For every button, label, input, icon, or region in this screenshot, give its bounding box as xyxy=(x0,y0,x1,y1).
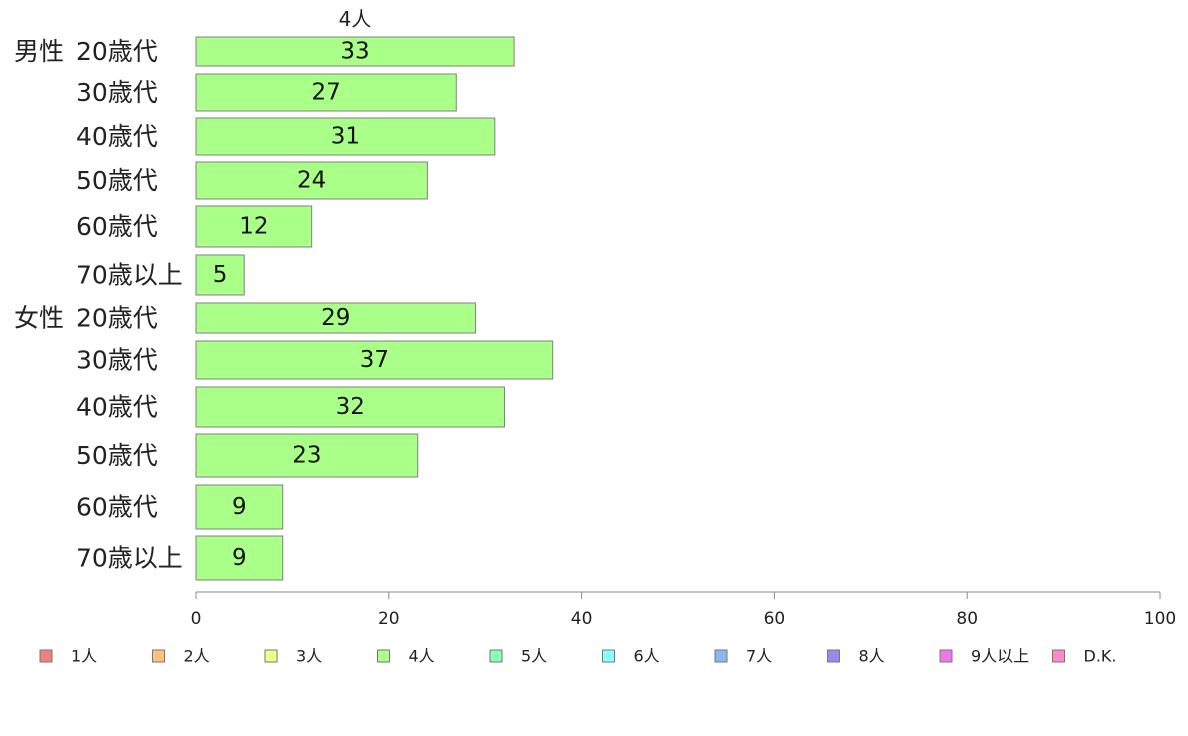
legend-label: 1人 xyxy=(71,647,97,666)
legend-label: D.K. xyxy=(1084,647,1117,666)
x-tick-label: 20 xyxy=(378,609,400,629)
category-label: 40歳代 xyxy=(76,122,158,151)
legend-label: 9人以上 xyxy=(971,647,1029,666)
bar-value-label: 9 xyxy=(232,545,247,571)
category-label: 30歳代 xyxy=(76,78,158,107)
legend-swatch xyxy=(377,649,390,663)
legend-swatch xyxy=(39,649,53,663)
bar xyxy=(195,386,505,428)
bar xyxy=(195,254,245,296)
category-label: 30歳代 xyxy=(76,346,158,375)
legend-swatch xyxy=(714,649,728,663)
bar-value-label: 31 xyxy=(331,124,360,150)
category-label: 40歳代 xyxy=(76,393,158,422)
bar-value-label: 29 xyxy=(321,305,350,331)
x-axis: 0 20 40 60 80 100 xyxy=(191,591,1176,629)
legend-swatch xyxy=(602,649,615,663)
bar xyxy=(195,161,428,200)
bar xyxy=(195,302,477,334)
legend-swatch xyxy=(264,649,278,663)
legend: 1人 2人 3人 4人 5人 6人 7人 8人 9人以上 D.K. xyxy=(39,647,1117,666)
x-tick-label: 80 xyxy=(956,609,978,629)
legend-label: 3人 xyxy=(296,647,322,666)
group-label: 男性 xyxy=(14,37,64,66)
bar xyxy=(195,433,419,478)
x-tick-label: 40 xyxy=(571,609,593,629)
legend-swatch xyxy=(489,649,503,663)
bar-value-label: 5 xyxy=(213,262,228,288)
legend-label: 2人 xyxy=(184,647,210,666)
bar-value-label: 33 xyxy=(340,39,369,65)
category-label: 60歳代 xyxy=(76,212,158,241)
legend-label: 6人 xyxy=(634,647,660,666)
bar-value-label: 32 xyxy=(336,394,365,420)
bar xyxy=(195,484,284,530)
legend-swatch xyxy=(1052,649,1065,663)
bar-value-label: 37 xyxy=(360,347,389,373)
legend-swatch xyxy=(152,649,165,663)
legend-swatch xyxy=(827,649,840,663)
group-label: 女性 xyxy=(14,304,64,333)
series-title-layer: 4人 xyxy=(339,7,372,31)
bar-value-label: 24 xyxy=(297,168,326,194)
bar xyxy=(195,535,284,581)
legend-label: 7人 xyxy=(746,647,772,666)
legend-label: 4人 xyxy=(409,647,435,666)
bar xyxy=(195,205,313,248)
category-label: 50歳代 xyxy=(76,441,158,470)
bar xyxy=(195,36,515,67)
legend-label: 8人 xyxy=(859,647,885,666)
category-label: 70歳以上 xyxy=(76,261,183,290)
bar xyxy=(195,340,554,380)
category-label: 60歳代 xyxy=(76,493,158,522)
category-label: 20歳代 xyxy=(76,304,158,333)
bar-value-label: 27 xyxy=(311,80,340,106)
bar-value-label: 23 xyxy=(292,443,321,469)
category-label: 20歳代 xyxy=(76,37,158,66)
bar xyxy=(195,117,496,156)
category-label: 50歳代 xyxy=(76,166,158,195)
x-tick-label: 100 xyxy=(1144,609,1176,629)
bar xyxy=(195,73,457,112)
bar-value-label: 12 xyxy=(239,214,268,240)
legend-label: 5人 xyxy=(521,647,547,666)
x-tick-label: 0 xyxy=(191,609,202,629)
legend-swatch xyxy=(939,649,953,663)
series-title: 4人 xyxy=(339,7,372,31)
x-tick-label: 60 xyxy=(764,609,786,629)
bar-value-label: 9 xyxy=(232,494,247,520)
category-label: 70歳以上 xyxy=(76,544,183,573)
